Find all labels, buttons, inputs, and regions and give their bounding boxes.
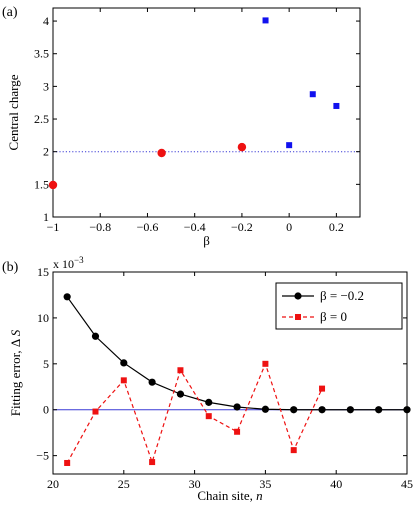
- data-point-circle: [261, 405, 269, 413]
- data-point-square: [205, 413, 212, 420]
- data-point-square: [309, 91, 316, 98]
- legend-entry-label: β = −0.2: [320, 288, 364, 303]
- x-tick-label: 35: [259, 477, 271, 491]
- panel-b: (b) 20 25 30 35 40 45 −5 0 5 10 15 x 10−3 Chain si…: [2, 255, 413, 503]
- panel-a-y-axis-label: Central charge: [6, 74, 21, 150]
- x-label-variable: n: [256, 488, 263, 503]
- y-tick-label: 10: [37, 311, 49, 325]
- legend-box: [275, 282, 403, 330]
- series-line-2: [66, 362, 323, 464]
- x-tick-label: 40: [330, 477, 342, 491]
- data-point-circle: [375, 406, 383, 414]
- data-point-circle: [346, 406, 354, 414]
- y-tick-label: −5: [36, 449, 49, 463]
- data-point-square: [319, 385, 326, 392]
- data-point-circle: [290, 406, 298, 414]
- y-tick-label: 15: [37, 265, 49, 279]
- y-label-text: Fitting error, Δ: [8, 336, 23, 416]
- panel-a-x-axis-label: β: [203, 233, 210, 248]
- data-point-circle: [233, 403, 241, 411]
- x-tick-label: −0.8: [89, 220, 111, 234]
- scale-note-exponent: −3: [74, 255, 84, 265]
- data-point-square: [262, 17, 269, 24]
- data-point-circle: [148, 378, 156, 386]
- panel-b-scale-note: x 10−3: [53, 255, 84, 271]
- x-tick-label: −0.2: [231, 220, 253, 234]
- y-tick-label: 3: [43, 79, 49, 93]
- data-point-circle: [91, 332, 100, 340]
- data-point-square: [64, 459, 71, 466]
- panel-b-ticks: 20 25 30 35 40 45 −5 0 5 10 15: [36, 265, 413, 491]
- panel-b-series: [63, 293, 411, 466]
- panel-b-label: (b): [2, 260, 19, 275]
- data-point-square: [234, 428, 241, 435]
- legend-marker: [295, 314, 301, 320]
- data-point-circle: [403, 406, 411, 414]
- panel-b-x-axis-label: Chain site, n: [197, 488, 262, 503]
- scale-note-base: x 10: [53, 257, 74, 271]
- legend: β = −0.2 β = 0: [275, 282, 403, 330]
- x-tick-label: −0.6: [137, 220, 159, 234]
- y-tick-label: 2: [43, 145, 49, 159]
- legend-entry-label: β = 0: [320, 309, 347, 324]
- data-point-square: [290, 447, 297, 454]
- y-tick-label: 1: [43, 210, 49, 224]
- panel-a: (a) −1 −0.8 −0.6 −0.4 −0.2 0 0.211.522.533.54 …: [2, 5, 361, 248]
- y-label-variable: S: [8, 329, 23, 336]
- panel-b-y-axis-label: Fitting error, Δ S: [8, 329, 23, 416]
- x-tick-label: 25: [118, 477, 130, 491]
- panel-a-points: [48, 17, 340, 190]
- y-tick-label: 2.5: [34, 112, 49, 126]
- x-tick-label: −1: [47, 220, 60, 234]
- data-point-circle: [120, 359, 128, 367]
- y-tick-label: 1.5: [34, 177, 49, 191]
- panel-a-plot-area: [52, 7, 361, 218]
- x-tick-label: −0.4: [184, 220, 206, 234]
- x-tick-label: 20: [47, 477, 59, 491]
- x-tick-label: 0.2: [329, 220, 344, 234]
- data-point-circle: [176, 390, 185, 398]
- data-point-circle: [237, 142, 247, 152]
- data-point-circle: [63, 293, 71, 301]
- y-tick-label: 4: [43, 14, 49, 28]
- panel-a-label: (a): [2, 5, 18, 20]
- panel-b-plot-area: [52, 271, 408, 475]
- data-point-circle: [157, 148, 166, 158]
- data-point-square: [177, 367, 184, 374]
- x-tick-label: 0: [286, 220, 292, 234]
- data-point-circle: [48, 180, 58, 190]
- data-point-square: [262, 360, 269, 367]
- data-point-square: [120, 377, 127, 384]
- data-point-square: [149, 459, 156, 466]
- legend-marker: [294, 292, 302, 300]
- data-point-circle: [205, 398, 213, 406]
- y-tick-label: 0: [43, 403, 49, 417]
- y-tick-label: 3.5: [34, 47, 49, 61]
- panel-a-ticks: −1 −0.8 −0.6 −0.4 −0.2 0 0.2 1 1.5 2 2.5 3 3.5 4: [34, 8, 360, 234]
- data-point-square: [286, 142, 293, 149]
- data-point-circle: [318, 406, 326, 414]
- data-point-square: [92, 408, 99, 415]
- y-tick-label: 5: [43, 357, 49, 371]
- x-tick-label: 30: [189, 477, 201, 491]
- x-label-text: Chain site,: [197, 488, 256, 503]
- x-tick-label: 45: [401, 477, 413, 491]
- data-point-square: [333, 102, 340, 109]
